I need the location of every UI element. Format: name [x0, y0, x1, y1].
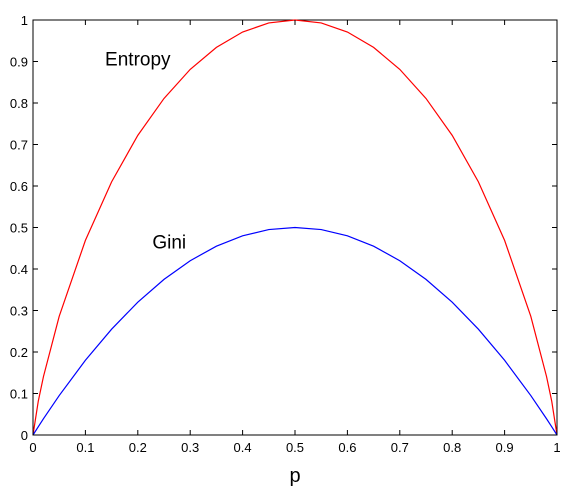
x-tick-label: 0.1	[76, 440, 94, 455]
x-tick-label: 0	[29, 440, 36, 455]
annotation-entropy: Entropy	[105, 50, 171, 71]
y-tick-label: 0.3	[10, 304, 28, 319]
y-tick-label: 0	[21, 428, 28, 443]
x-tick-label: 0.4	[234, 440, 252, 455]
x-tick-label: 0.8	[443, 440, 461, 455]
y-tick-label: 0.7	[10, 138, 28, 153]
y-tick-label: 0.9	[10, 55, 28, 70]
y-tick-label: 0.1	[10, 387, 28, 402]
annotation-gini: Gini	[152, 232, 186, 253]
y-tick-label: 0.4	[10, 262, 28, 277]
x-tick-label: 0.9	[496, 440, 514, 455]
y-tick-label: 0.2	[10, 345, 28, 360]
x-tick-label: 0.5	[286, 440, 304, 455]
series-line-gini	[32, 226, 558, 436]
y-tick-label: 0.6	[10, 179, 28, 194]
x-tick-label: 0.3	[181, 440, 199, 455]
x-axis-label: p	[289, 465, 300, 487]
x-tick-label: 0.2	[129, 440, 147, 455]
x-tick-label: 0.6	[338, 440, 356, 455]
x-tick-label: 0.7	[391, 440, 409, 455]
x-tick-label: 1	[553, 440, 560, 455]
y-tick-label: 0.5	[10, 221, 28, 236]
y-tick-label: 1	[21, 13, 28, 28]
y-tick-label: 0.8	[10, 96, 28, 111]
